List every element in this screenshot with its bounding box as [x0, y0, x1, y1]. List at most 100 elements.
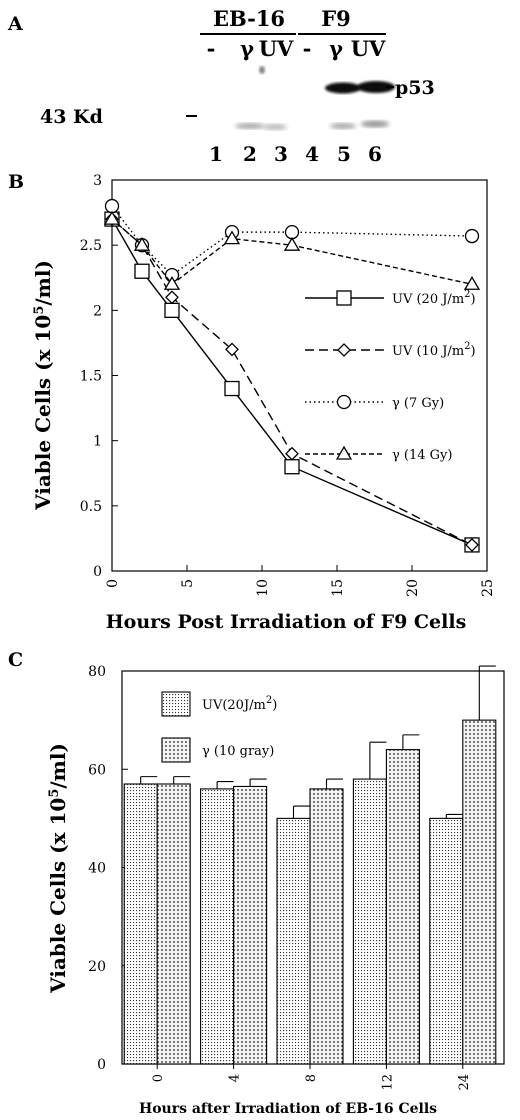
lane-number-5: 5	[337, 142, 351, 166]
panel-b-x-tick-label: 15	[330, 579, 346, 597]
panel-a-label: A	[7, 13, 23, 35]
panel-b: B 0 0.5 1 1.5 2 2.5 3 0 5 10 15 20 25 UV (20 J/m2) UV …	[8, 171, 496, 633]
panel-c-legend-label-10-gray: γ (10 gray)	[202, 744, 274, 759]
panel-b-point-uv-20-j-m2	[134, 263, 150, 279]
panel-b-legend-marker-uv-10-j-m2	[337, 343, 351, 357]
panel-c-x-tick-label: 12	[380, 1074, 395, 1091]
panel-c-legend-swatch-10-gray	[161, 737, 191, 763]
panel-b-point-uv-10-j-m2	[465, 538, 479, 552]
lane-number-2: 2	[243, 142, 257, 166]
panel-c-y-tick-label: 60	[88, 762, 106, 778]
panel-b-legend-marker-7-gy	[336, 394, 352, 410]
panel-b-point-7-gy	[104, 198, 120, 214]
panel-c-bar-uv-20j-m2-12h	[352, 778, 387, 1065]
panel-b-legend-label-uv-10-j-m2: UV (10 J/m2)	[392, 341, 476, 359]
panel-b-y-tick-label: 1.5	[80, 369, 102, 385]
panel-b-point-uv-20-j-m2	[164, 302, 180, 318]
lane-treatment-4: -	[303, 36, 312, 61]
panel-b-point-14-gy	[463, 275, 481, 290]
panel-b-series-14-gy	[103, 210, 481, 290]
p53-band-lane-5	[325, 82, 361, 94]
panel-b-x-tick-label: 0	[105, 579, 121, 588]
panel-b-x-axis-title: Hours Post Irradiation of F9 Cells	[106, 611, 467, 633]
panel-b-line-14-gy	[111, 218, 473, 286]
panel-b-legend-marker-14-gy	[335, 445, 353, 460]
panel-b-legend-label-uv-20-j-m2: UV (20 J/m2)	[392, 289, 476, 307]
panel-b-line-uv-20-j-m2	[111, 218, 473, 546]
panel-c-x-tick-label: 24	[457, 1074, 472, 1091]
faint-band-lane-2	[235, 123, 265, 129]
panel-b-x-tick-label: 5	[180, 579, 196, 588]
panel-c-bar-uv-20j-m2-24h	[429, 817, 464, 1065]
panel-b-point-uv-10-j-m2	[165, 290, 179, 305]
lane-treatment-1: -	[207, 36, 216, 61]
panel-c-x-axis-title: Hours after Irradiation of EB-16 Cells	[139, 1101, 437, 1117]
panel-b-point-uv-20-j-m2	[224, 380, 240, 397]
panel-b-y-tick-label: 2	[93, 303, 102, 319]
panel-c-y-tick-label: 0	[97, 1057, 106, 1073]
panel-b-y-tick-label: 2.5	[80, 238, 102, 254]
panel-b-legend-label-14-gy: γ (14 Gy)	[392, 448, 452, 463]
faint-spot-lane-2	[259, 66, 265, 74]
panel-b-point-14-gy	[103, 210, 121, 225]
panel-b-point-14-gy	[133, 236, 151, 251]
p53-band-lane-6	[357, 81, 395, 93]
panel-c-y-tick-label: 40	[88, 861, 106, 877]
panel-c-label: C	[8, 649, 23, 671]
panel-b-point-7-gy	[284, 224, 300, 240]
lane-number-4: 4	[305, 142, 319, 166]
p53-label: p53	[395, 77, 435, 99]
panel-c-legend-label-uv-20j-m2: UV(20J/m2)	[202, 695, 277, 713]
panel-b-series-uv-20-j-m2	[104, 211, 480, 553]
panel-c-chart: 0 20 40 60 80 0 4 8 12 24 UV(20J/m2) γ (10 gray)	[88, 664, 505, 1091]
panel-c-bar-10-gray-0h	[156, 783, 191, 1065]
panel-b-x-tick-label: 10	[255, 579, 271, 597]
panel-b-point-14-gy	[223, 230, 241, 245]
faint-band-lane-6	[361, 120, 389, 128]
panel-a: A EB-16 F9 - γ UV - γ UV p53 43 Kd 1 2 3…	[7, 6, 435, 166]
western-blot	[235, 66, 395, 130]
panel-b-series-uv-10-j-m2	[105, 212, 479, 552]
panel-c-bar-10-gray-8h	[309, 788, 344, 1065]
lane-number-3: 3	[274, 142, 288, 166]
lane-treatment-2: γ	[240, 36, 254, 61]
panel-b-chart: 0 0.5 1 1.5 2 2.5 3 0 5 10 15 20 25 UV (20 J/m2) UV (1…	[80, 173, 496, 597]
panel-b-y-tick-label: 0	[93, 564, 102, 580]
panel-c-x-tick-label: 4	[228, 1074, 243, 1082]
panel-c-y-tick-label: 80	[88, 664, 106, 680]
panel-b-y-tick-label: 1	[93, 434, 102, 450]
panel-c-y-axis-title: Viable Cells (x 105/ml)	[46, 743, 70, 994]
group-label-eb16: EB-16	[213, 6, 285, 31]
panel-b-y-tick-label: 0.5	[80, 499, 102, 515]
panel-b-point-uv-20-j-m2	[284, 459, 300, 475]
lane-number-6: 6	[368, 142, 382, 166]
panel-c-bar-10-gray-24h	[462, 719, 497, 1065]
panel-b-point-7-gy	[464, 228, 480, 244]
lane-treatment-6: UV	[351, 36, 386, 61]
panel-b-point-14-gy	[163, 275, 181, 290]
panel-c-legend-swatch-uv-20j-m2	[161, 691, 191, 717]
panel-b-y-axis-title: Viable Cells (x 105/ml)	[31, 260, 55, 511]
panel-b-label: B	[8, 171, 24, 193]
panel-c-bar-10-gray-12h	[385, 749, 420, 1065]
panel-b-legend-marker-uv-20-j-m2	[336, 290, 352, 306]
lane-treatment-5: γ	[329, 36, 343, 61]
faint-band-lane-3	[263, 124, 287, 130]
panel-b-point-14-gy	[283, 236, 301, 251]
panel-b-line-uv-10-j-m2	[111, 218, 473, 546]
panel-c-y-tick-label: 20	[88, 959, 106, 975]
panel-c-bar-10-gray-4h	[233, 785, 268, 1065]
lane-treatment-3: UV	[259, 36, 294, 61]
panel-b-point-uv-10-j-m2	[225, 342, 239, 357]
panel-b-x-tick-label: 20	[405, 579, 421, 597]
faint-band-lane-5	[330, 123, 356, 129]
panel-c-x-tick-label: 8	[304, 1074, 319, 1082]
panel-b-y-tick-label: 3	[93, 173, 102, 189]
lane-number-1: 1	[209, 142, 223, 166]
panel-c-bar-uv-20j-m2-0h	[123, 783, 158, 1065]
panel-b-line-7-gy	[111, 205, 473, 277]
panel-c-bar-uv-20j-m2-8h	[276, 817, 311, 1065]
panel-b-plot-frame	[111, 179, 488, 572]
panel-b-x-tick-label: 25	[480, 579, 496, 597]
